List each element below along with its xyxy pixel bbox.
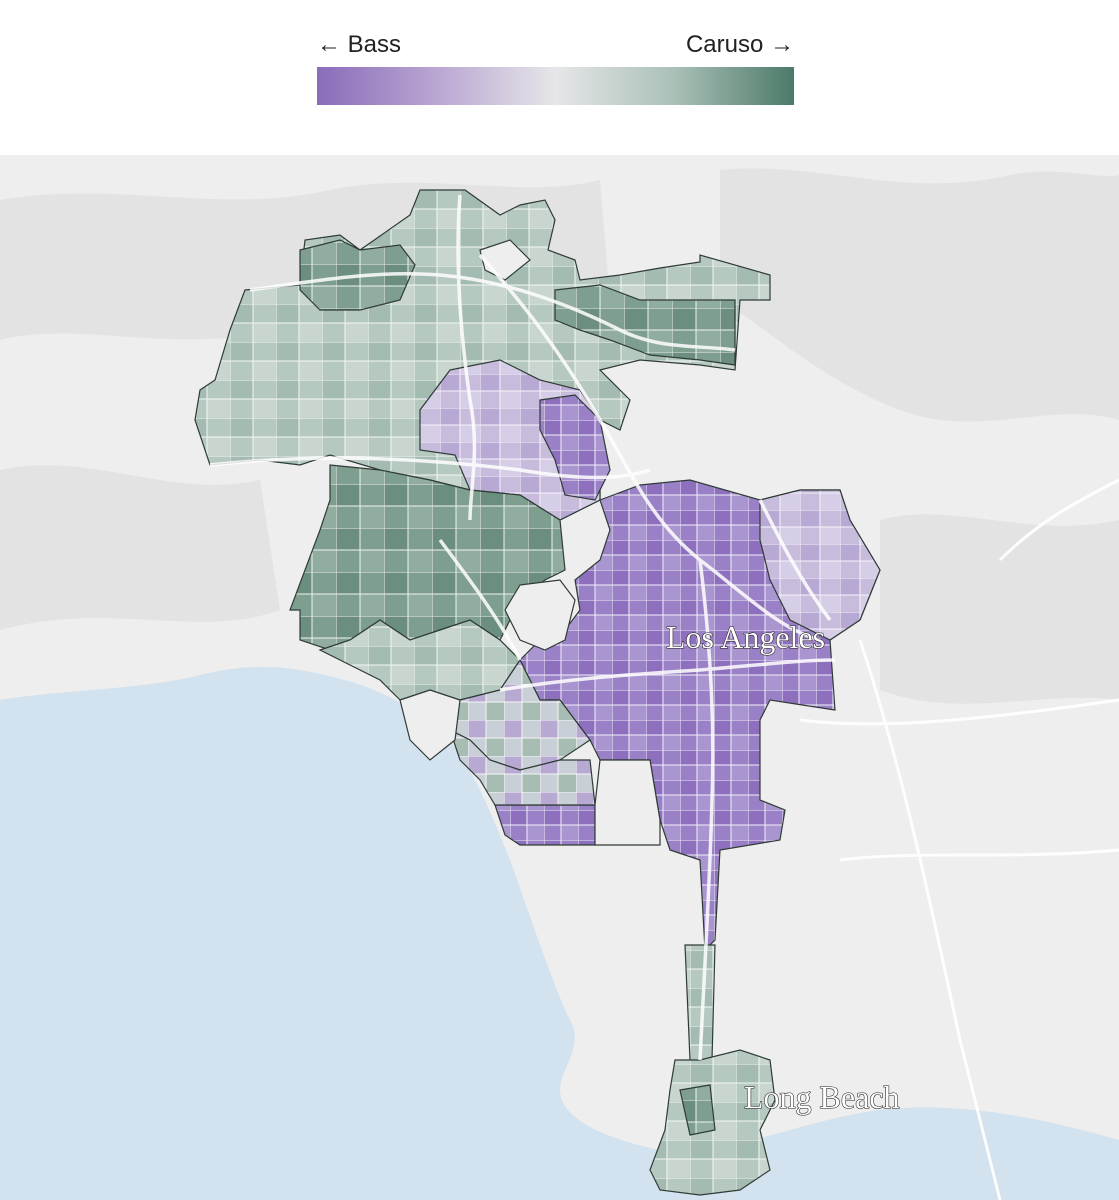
city-freeways [209,194,836,1061]
label-long-beach: Long Beach [744,1079,900,1115]
precincts-valley-east-purple[interactable] [539,394,611,501]
map-legend: ← Bass Caruso → [0,0,1119,155]
choropleth-map[interactable]: Los Angeles Long Beach [0,155,1119,1200]
background-highways [799,478,1119,1200]
precincts-westchester-purple[interactable] [494,804,596,846]
precincts-eastside-lavender[interactable] [759,489,881,641]
legend-label-bass: ← Bass [317,31,402,58]
map-cutouts [399,239,661,846]
precincts-san-pedro-green[interactable] [679,1084,716,1136]
pacific-ocean [0,666,1119,1200]
precincts-venice-mix[interactable] [448,728,596,806]
label-los-angeles: Los Angeles [666,619,825,655]
legend-label-caruso: Caruso → [685,31,794,58]
legend-color-scale [317,67,794,105]
